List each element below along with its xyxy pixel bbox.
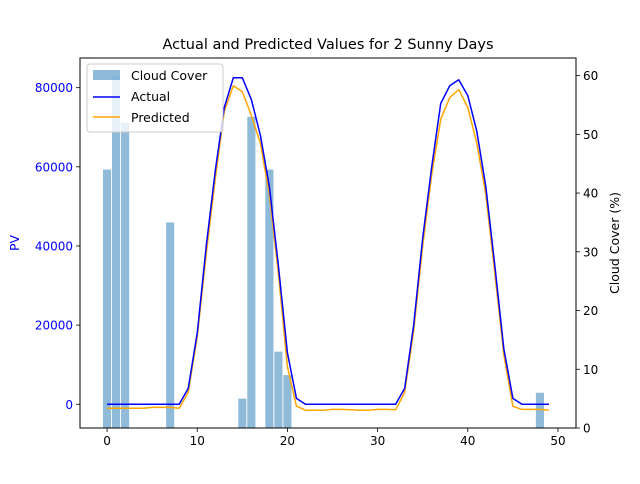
x-axis-ticks: 0 10 20 30 40 50 xyxy=(103,428,566,448)
series-lines xyxy=(107,77,550,411)
left-axis-ticks: 0 20000 40000 60000 80000 xyxy=(35,81,80,412)
right-axis-ticks: 0 10 20 30 40 50 60 xyxy=(576,69,598,436)
cloud-cover-bar xyxy=(247,116,256,428)
right-tick-label: 30 xyxy=(583,245,598,259)
legend-label-predicted: Predicted xyxy=(131,110,190,125)
right-tick-label: 60 xyxy=(583,69,598,83)
cloud-cover-bar xyxy=(238,398,247,428)
left-tick-label: 20000 xyxy=(35,319,73,333)
x-tick-label: 50 xyxy=(550,434,565,448)
cloud-cover-bar xyxy=(535,392,544,428)
cloud-cover-bar xyxy=(121,122,130,428)
cloud-cover-bar xyxy=(112,75,121,429)
left-axis-label: PV xyxy=(7,235,22,252)
cloud-cover-bar xyxy=(166,222,175,428)
cloud-cover-bar xyxy=(283,375,292,428)
left-tick-label: 60000 xyxy=(35,160,73,174)
cloud-cover-bars xyxy=(103,75,544,429)
x-tick-label: 30 xyxy=(370,434,385,448)
legend-label-actual: Actual xyxy=(131,89,170,104)
right-tick-label: 0 xyxy=(583,422,591,436)
chart-title: Actual and Predicted Values for 2 Sunny … xyxy=(162,37,493,53)
right-tick-label: 40 xyxy=(583,187,598,201)
left-tick-label: 0 xyxy=(65,398,73,412)
x-tick-label: 40 xyxy=(460,434,475,448)
cloud-cover-bar xyxy=(103,169,112,428)
actual-line xyxy=(107,77,549,406)
plot-frame xyxy=(79,57,577,429)
x-tick-label: 20 xyxy=(280,434,295,448)
cloud-cover-bar xyxy=(265,169,274,428)
left-tick-label: 80000 xyxy=(35,81,73,95)
legend-label-cloud-cover: Cloud Cover xyxy=(131,68,208,83)
legend-box xyxy=(86,63,224,133)
right-tick-label: 50 xyxy=(583,128,598,142)
cloud-cover-bar xyxy=(274,351,283,428)
predicted-line xyxy=(107,84,550,411)
right-tick-label: 20 xyxy=(583,304,598,318)
legend: Cloud Cover Actual Predicted xyxy=(86,63,224,133)
legend-swatch-cloud-cover xyxy=(93,70,120,80)
x-tick-label: 10 xyxy=(190,434,205,448)
right-axis-label: Cloud Cover (%) xyxy=(607,192,622,294)
x-tick-label: 0 xyxy=(103,434,111,448)
right-tick-label: 10 xyxy=(583,363,598,377)
left-tick-label: 40000 xyxy=(35,239,73,253)
